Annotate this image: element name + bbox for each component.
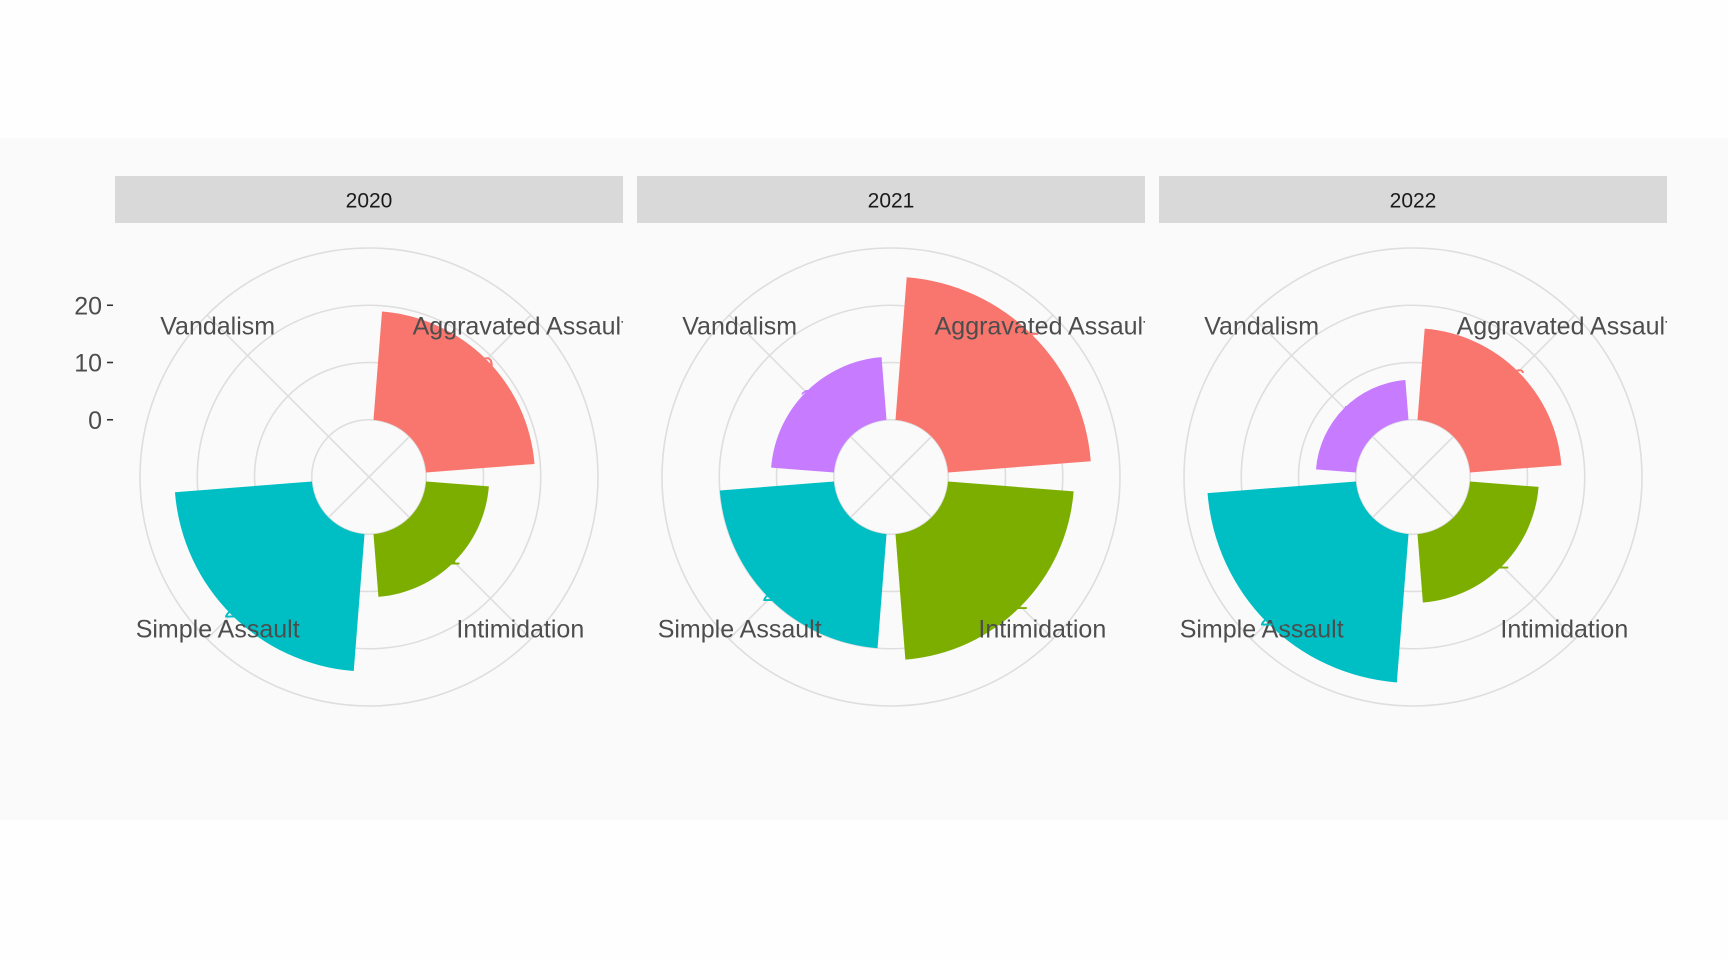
bar-aggravated-assault [1417,328,1562,473]
grid-spoke [1250,314,1414,478]
category-label-simple-assault: Simple Assault [1180,615,1344,643]
grid-circle [253,361,485,593]
panel-body: Aggravated Assault Intimidation Simple Ass… [658,247,1150,707]
value-label-vandalism: 11 [799,385,825,413]
grid-circle [310,418,428,536]
grid-circle [718,304,1064,650]
facet-strip [115,176,623,223]
radial-tick-label: 10 [74,350,102,378]
grid-circle [1297,361,1529,593]
value-label-aggravated-assault: 25 [1012,329,1040,357]
panel-body: Aggravated Assault Intimidation Simple Ass… [136,247,628,707]
radial-tick-label: 0 [88,407,102,435]
category-label-simple-assault: Simple Assault [658,615,822,643]
category-label-aggravated-assault: Aggravated Assault [935,313,1150,341]
grid-spoke [206,314,370,478]
facet-strip [637,176,1145,223]
value-label-intimidation: 12 [1482,547,1510,575]
facet-strip-label: 2022 [1390,190,1437,213]
bar-aggravated-assault [373,311,535,473]
category-label-intimidation: Intimidation [456,615,584,643]
value-label-simple-assault: 24 [224,595,252,623]
bar-intimidation [1417,481,1539,603]
category-label-intimidation: Intimidation [1500,615,1628,643]
category-label-vandalism: Vandalism [160,313,275,341]
bar-vandalism [771,357,887,473]
facet-strip-label: 2021 [868,190,915,213]
value-label-aggravated-assault: 16 [1498,365,1526,393]
value-label-intimidation: 22 [1000,587,1028,615]
value-label-simple-assault: 20 [762,579,790,607]
value-label-aggravated-assault: 19 [466,353,494,381]
radial-axis: 0 10 20 [74,292,113,435]
grid-circle [1183,247,1643,707]
bar-vandalism [1315,379,1409,473]
panel-body: Aggravated Assault Intimidation Simple Ass… [1180,247,1672,707]
category-label-aggravated-assault: Aggravated Assault [413,313,628,341]
radial-tick-label: 20 [74,292,102,320]
plot-background [0,138,1728,820]
value-label-intimidation: 11 [435,543,461,571]
facet-panel-2022: 2022 Aggravated Assault Intimidation Simple… [1159,176,1672,707]
grid-circle [1240,304,1586,650]
facet-panel-2020: 2020 Aggravated Assault Intimidation Simple… [115,176,628,707]
value-label-vandalism: 7 [1344,402,1358,430]
grid-circle [139,247,599,707]
category-label-intimidation: Intimidation [978,615,1106,643]
category-label-vandalism: Vandalism [1204,313,1319,341]
grid-circle [1354,418,1472,536]
grid-circle [775,361,1007,593]
bar-simple-assault [1207,481,1409,683]
bar-intimidation [895,481,1074,660]
category-label-simple-assault: Simple Assault [136,615,300,643]
category-label-aggravated-assault: Aggravated Assault [1457,313,1672,341]
bar-simple-assault [174,481,365,672]
grid-circle [196,304,542,650]
bar-aggravated-assault [895,277,1091,473]
facet-panel-2021: 2021 Aggravated Assault Intimidation Simple… [637,176,1150,707]
value-label-simple-assault: 26 [1260,603,1288,631]
facet-panels: 2020 Aggravated Assault Intimidation Simple… [115,176,1672,707]
grid-circle [832,418,950,536]
bar-simple-assault [719,481,887,649]
facet-strip-label: 2020 [346,190,393,213]
facet-strip [1159,176,1667,223]
grid-circle [661,247,1121,707]
bar-intimidation [373,481,489,597]
category-label-vandalism: Vandalism [682,313,797,341]
